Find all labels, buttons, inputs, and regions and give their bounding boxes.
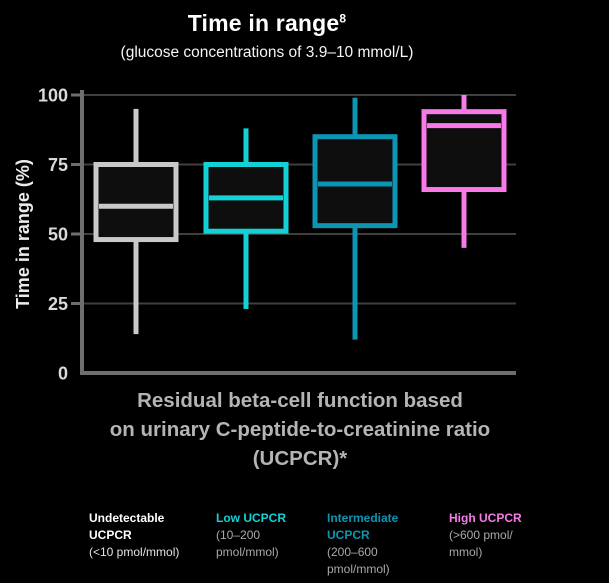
y-tick-label-0: 0 [58, 364, 68, 384]
legend-sub-line: (<10 pmol/mmol) [89, 545, 180, 559]
y-tick-label-100: 100 [38, 86, 68, 106]
legend-sub-line: (>600 pmol/ [449, 528, 513, 542]
legend-sub-line: pmol/mmol) [327, 562, 390, 576]
chart-header: Time in range8 (glucose concentrations o… [0, 10, 534, 62]
legend-item-high-ucpcr: High UCPCR (>600 pmol/ mmol) [449, 510, 559, 561]
y-tick-label-25: 25 [48, 294, 68, 314]
chart-title-text: Time in range [187, 10, 340, 36]
x-axis-title-line: on urinary C-peptide-to-creatinine ratio [109, 418, 491, 441]
legend-header-line: High UCPCR [449, 511, 522, 525]
legend-item-undetectable-ucpcr: Undetectable UCPCR (<10 pmol/mmol) [89, 510, 211, 561]
legend-header-line: UCPCR [327, 528, 370, 542]
y-tick-label-50: 50 [48, 225, 68, 245]
box-0 [93, 162, 179, 243]
legend-header-line: Low UCPCR [216, 511, 286, 525]
legend-header-line: UCPCR [89, 528, 132, 542]
x-axis-title-line: (UCPCR)* [252, 447, 348, 470]
y-axis-title: Time in range (%) [13, 159, 33, 309]
x-axis-title-line: Residual beta-cell function based [137, 389, 463, 412]
legend-item-intermediate-ucpcr: Intermediate UCPCR (200–600 pmol/mmol) [327, 510, 427, 578]
chart-legend: Undetectable UCPCR (<10 pmol/mmol) Low U… [0, 510, 609, 583]
legend-sub-line: (10–200 [216, 528, 261, 542]
y-tick-label-75: 75 [48, 155, 68, 175]
x-axis-title: Residual beta-cell function based on uri… [0, 386, 600, 473]
legend-header-line: Undetectable [89, 511, 165, 525]
chart-subtitle: (glucose concentrations of 3.9–10 mmol/L… [120, 44, 414, 61]
legend-sub-line: mmol) [449, 545, 483, 559]
legend-item-low-ucpcr: Low UCPCR (10–200 pmol/mmol) [216, 510, 311, 561]
chart-title-superscript: 8 [339, 11, 347, 26]
legend-sub-line: pmol/mmol) [216, 545, 279, 559]
chart-title: Time in range8 [0, 10, 534, 37]
legend-header-line: Intermediate [327, 511, 399, 525]
legend-sub-line: (200–600 [327, 545, 378, 559]
box-2 [312, 134, 398, 229]
